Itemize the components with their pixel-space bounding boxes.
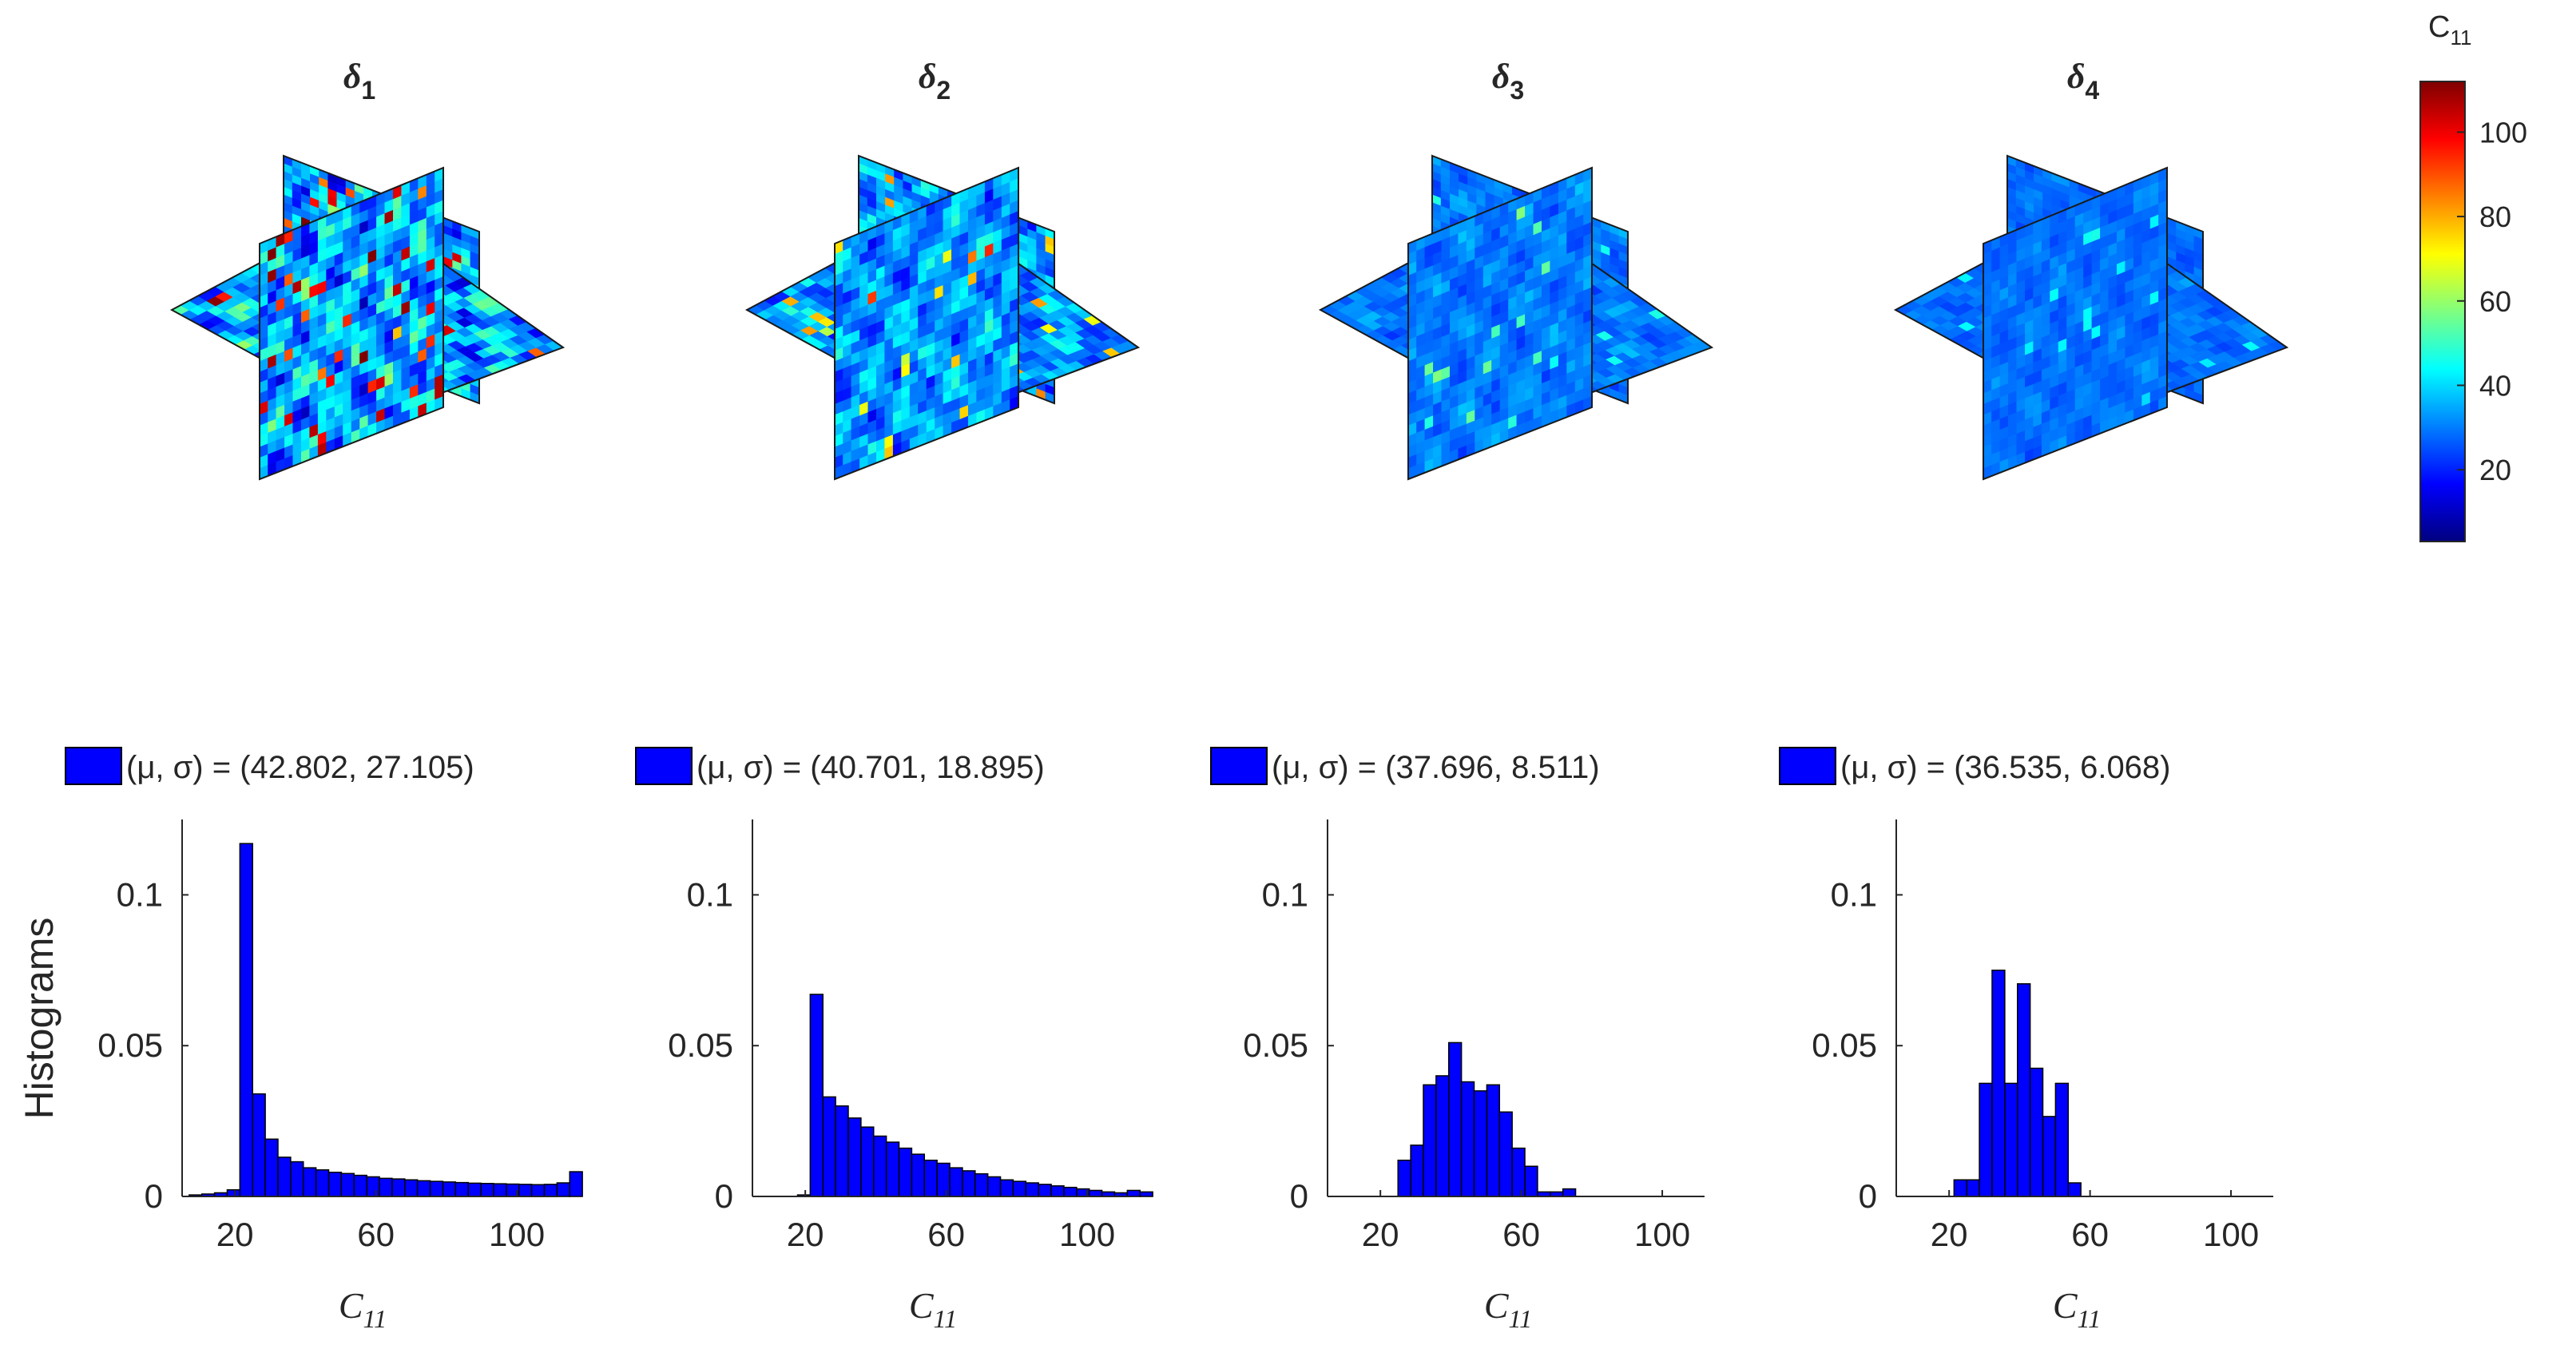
slice-title-sub: 3 (1510, 76, 1524, 105)
slice-plane-front (834, 166, 1019, 481)
slice-plane-front (259, 166, 444, 481)
slice-panel-2: δ2 (744, 57, 1141, 481)
slice-title-sub: 4 (2085, 76, 2099, 105)
slice-title-symbol: δ (2067, 57, 2086, 96)
slice-plane-outline (259, 166, 444, 481)
slice-visualizations-row: δ1 δ2 δ3 δ4 (169, 57, 2289, 481)
slice-title: δ2 (919, 57, 951, 105)
slice-title-sub: 2 (936, 76, 951, 105)
slice-title: δ3 (1492, 57, 1524, 105)
slice-title-symbol: δ (343, 57, 362, 96)
slice-title-sub: 1 (361, 76, 375, 105)
slice-panel-3: δ3 (1318, 57, 1714, 481)
slice-title-symbol: δ (1492, 57, 1510, 96)
slice-title: δ4 (2067, 57, 2100, 105)
slice-title-symbol: δ (919, 57, 937, 96)
slice-title: δ1 (343, 57, 375, 105)
slice-panel-4: δ4 (1893, 57, 2289, 481)
slice-panel-1: δ1 (169, 57, 566, 481)
